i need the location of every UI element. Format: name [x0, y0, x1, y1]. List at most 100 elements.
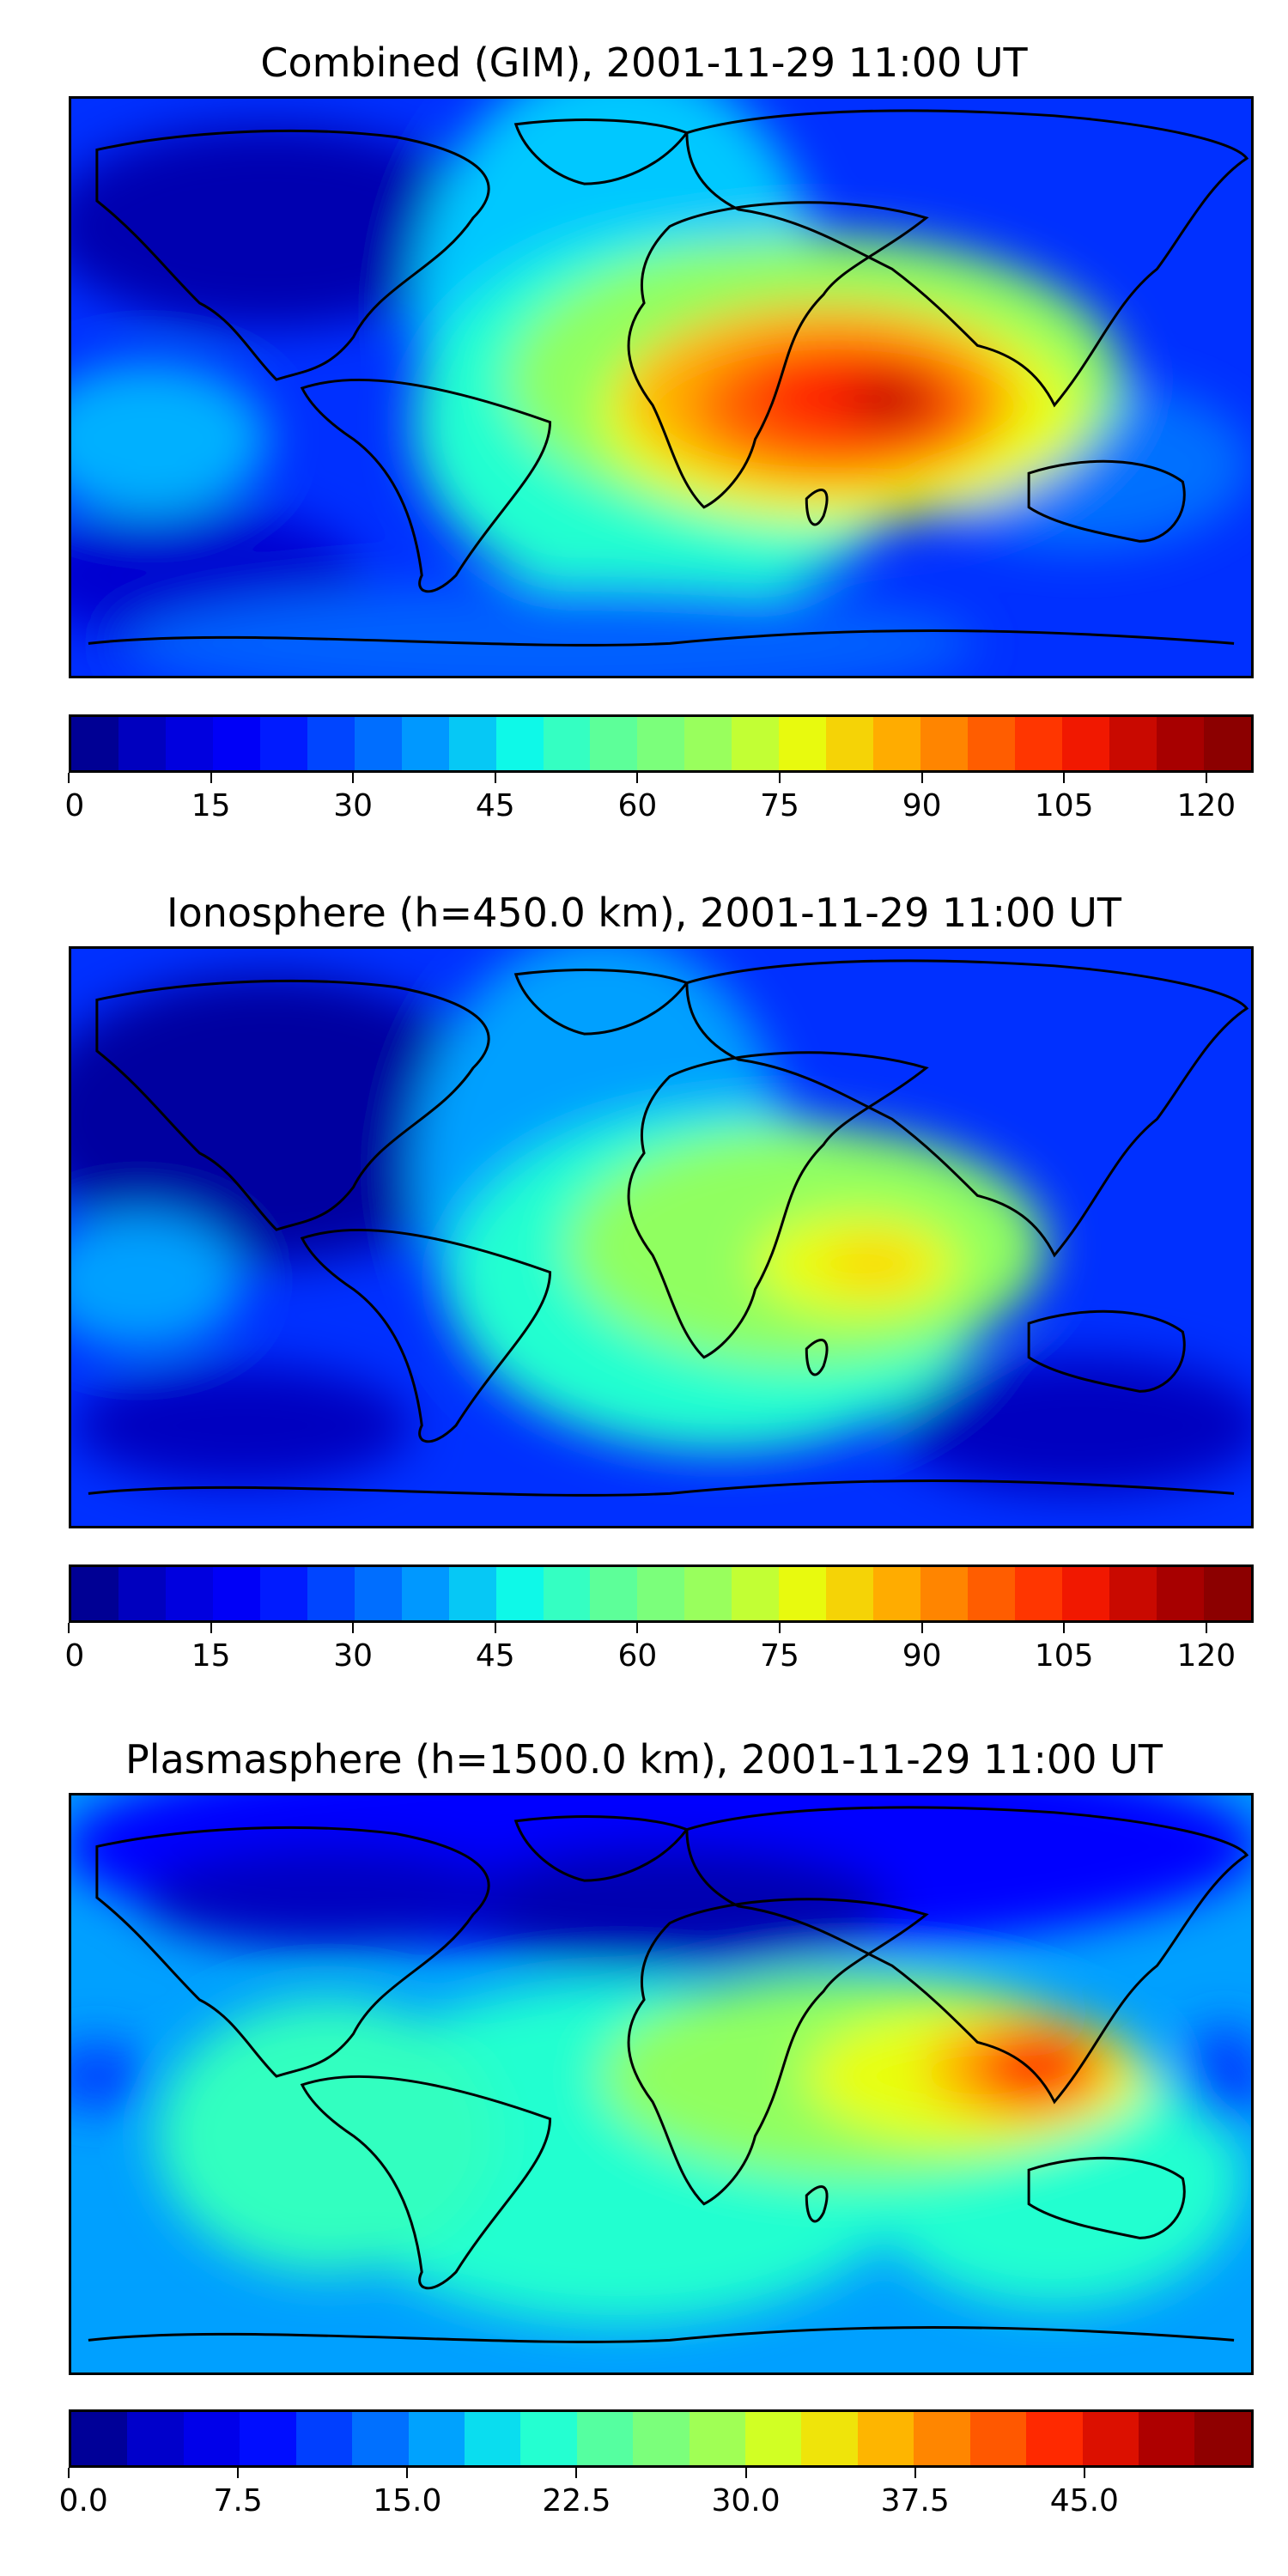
colorbar-swatch	[183, 2412, 240, 2465]
panel-title: Ionosphere (h=450.0 km), 2001-11-29 11:0…	[167, 890, 1121, 936]
colorbar-tick-label: 15	[191, 788, 231, 823]
colorbar-tick-label: 45.0	[1049, 2483, 1119, 2518]
colorbar-tick-label: 60	[617, 788, 658, 823]
colorbar-tick	[575, 2468, 578, 2478]
colorbar-swatch	[495, 1567, 544, 1620]
colorbar-swatch	[259, 1567, 307, 1620]
colorbar-tick-label: 0.0	[58, 2483, 108, 2518]
colorbar-swatch	[920, 1567, 969, 1620]
colorbar-swatch	[857, 2412, 914, 2465]
colorbar-swatch	[732, 1567, 780, 1620]
colorbar-swatch	[1194, 2412, 1251, 2465]
colorbar-swatch	[1203, 1567, 1251, 1620]
colorbar-tick	[636, 773, 639, 783]
colorbar-tick-label: 120	[1176, 1638, 1236, 1674]
colorbar-swatch	[352, 2412, 409, 2465]
colorbar-swatch	[1015, 717, 1063, 770]
colorbar-ticks-ionosphere: 0 15 30 45 60 75 90 105 120	[64, 1623, 1254, 1674]
colorbar-tick-label: 22.5	[542, 2483, 611, 2518]
colorbar-tick	[779, 773, 781, 783]
colorbar-swatch	[826, 1567, 874, 1620]
colorbar-tick	[779, 1623, 781, 1633]
colorbar-tick-label: 75	[760, 788, 799, 823]
colorbar-plasmasphere	[69, 2409, 1254, 2468]
colorbar-swatch	[1203, 717, 1251, 770]
colorbar-swatch	[408, 2412, 465, 2465]
colorbar-swatch	[732, 717, 780, 770]
colorbar-swatch	[1082, 2412, 1139, 2465]
colorbar-tick-label: 15.0	[373, 2483, 442, 2518]
colorbar-tick-label: 45	[475, 788, 515, 823]
colorbar-swatch	[401, 1567, 449, 1620]
colorbar-swatch	[212, 1567, 260, 1620]
colorbar-tick	[1083, 2468, 1085, 2478]
colorbar-tick	[237, 2468, 240, 2478]
colorbar-tick	[352, 773, 355, 783]
colorbar-swatch	[118, 717, 166, 770]
colorbar-swatch	[801, 2412, 858, 2465]
colorbar-tick-label: 75	[760, 1638, 799, 1674]
colorbar-tick	[1205, 773, 1207, 783]
colorbar-swatch	[637, 717, 685, 770]
map-plasmasphere	[69, 1793, 1254, 2375]
colorbar-swatch	[448, 717, 496, 770]
colorbar-swatch	[1109, 1567, 1157, 1620]
colorbar-swatch	[212, 717, 260, 770]
colorbar-swatch	[684, 1567, 732, 1620]
colorbar-ionosphere	[69, 1564, 1254, 1623]
colorbar-swatch	[1015, 1567, 1063, 1620]
colorbar-swatch	[779, 1567, 827, 1620]
colorbar-swatch	[1026, 2412, 1083, 2465]
colorbar-swatch	[165, 1567, 213, 1620]
colorbar-tick-label: 105	[1034, 788, 1094, 823]
colorbar-tick-label: 120	[1176, 788, 1236, 823]
colorbar-swatch	[71, 1567, 118, 1620]
colorbar-tick	[210, 1623, 212, 1633]
colorbar-swatch	[448, 1567, 496, 1620]
colorbar-swatch	[969, 2412, 1027, 2465]
colorbar-tick	[494, 773, 496, 783]
colorbar-swatch	[684, 717, 732, 770]
colorbar-swatch	[401, 717, 449, 770]
colorbar-tick-label: 60	[617, 1638, 658, 1674]
colorbar-tick	[920, 1623, 923, 1633]
colorbar-swatch	[1156, 1567, 1204, 1620]
colorbar-tick	[1063, 773, 1066, 783]
colorbar-swatch	[127, 2412, 184, 2465]
colorbar-combined	[69, 714, 1254, 773]
colorbar-swatch	[689, 2412, 746, 2465]
colorbar-swatch	[873, 717, 921, 770]
colorbar-tick-label: 90	[902, 1638, 942, 1674]
colorbar-swatch	[779, 717, 827, 770]
colorbar-tick-label: 105	[1034, 1638, 1094, 1674]
colorbar-swatch	[633, 2412, 690, 2465]
colorbar-swatch	[495, 717, 544, 770]
colorbar-tick	[210, 773, 212, 783]
colorbar-tick-label: 30	[333, 1638, 374, 1674]
colorbar-swatch	[71, 2412, 128, 2465]
colorbar-swatch	[165, 717, 213, 770]
colorbar-swatch	[307, 1567, 355, 1620]
colorbar-tick	[1205, 1623, 1207, 1633]
map-combined	[69, 96, 1254, 678]
colorbar-tick-label: 7.5	[213, 2483, 263, 2518]
colorbar-tick	[914, 2468, 916, 2478]
colorbar-swatch	[826, 717, 874, 770]
colorbar-tick	[68, 773, 70, 783]
colorbar-swatch	[259, 717, 307, 770]
colorbar-swatch	[307, 717, 355, 770]
colorbar-swatch	[590, 717, 638, 770]
colorbar-swatch	[745, 2412, 802, 2465]
colorbar-tick	[1063, 1623, 1066, 1633]
colorbar-swatch	[920, 717, 969, 770]
colorbar-swatch	[354, 1567, 402, 1620]
colorbar-swatch	[520, 2412, 577, 2465]
colorbar-tick	[920, 773, 923, 783]
colorbar-tick	[494, 1623, 496, 1633]
colorbar-swatch	[464, 2412, 521, 2465]
colorbar-swatch	[914, 2412, 970, 2465]
colorbar-ticks-plasmasphere: 0.0 7.5 15.0 22.5 30.0 37.5 45.0	[59, 2468, 1254, 2519]
colorbar-swatch	[354, 717, 402, 770]
colorbar-swatch	[543, 1567, 591, 1620]
colorbar-swatch	[118, 1567, 166, 1620]
